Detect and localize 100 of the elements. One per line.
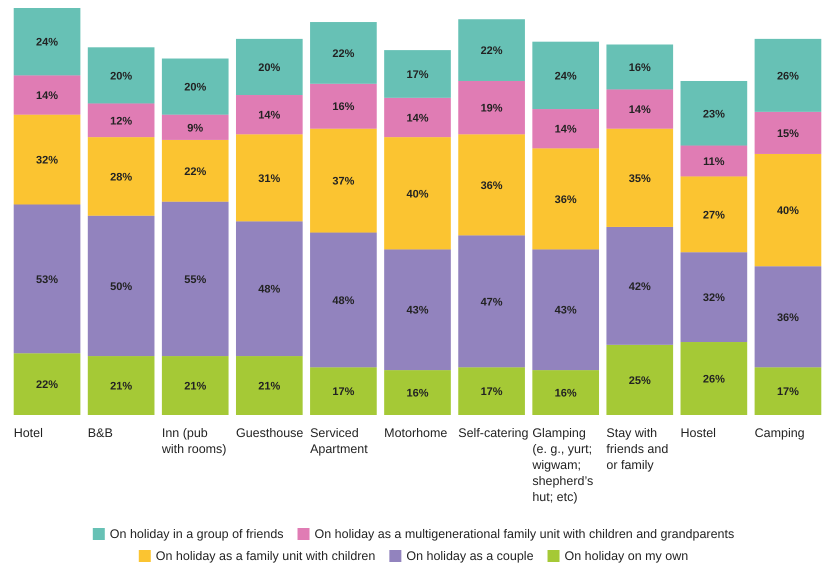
data-label: 25% — [628, 374, 651, 387]
data-label: 17% — [332, 386, 355, 398]
bar — [236, 134, 303, 222]
bar — [532, 249, 600, 370]
legend-label: On holiday in a group of friends — [110, 527, 284, 541]
data-label: 22% — [36, 379, 58, 392]
data-label: 26% — [702, 374, 726, 386]
x-tick-label: Serviced Apartment — [310, 426, 368, 456]
bar — [458, 134, 525, 236]
data-label: 28% — [110, 171, 132, 184]
bar — [236, 356, 303, 415]
data-label: 15% — [776, 128, 800, 140]
data-label: 20% — [110, 70, 132, 82]
bar — [310, 128, 377, 233]
bar — [680, 176, 748, 252]
bar — [162, 356, 229, 415]
data-label: 19% — [480, 102, 503, 115]
bar — [680, 80, 748, 146]
data-label: 50% — [110, 280, 132, 293]
data-label: 37% — [332, 176, 355, 188]
bar — [14, 114, 80, 204]
bar — [532, 370, 600, 415]
data-label: 17% — [406, 68, 429, 81]
bar — [162, 114, 229, 140]
x-tick-label: Motorhome — [384, 426, 448, 440]
bar — [384, 370, 451, 415]
data-label: 14% — [554, 124, 577, 136]
data-label: 27% — [702, 209, 726, 222]
data-label: 36% — [480, 180, 503, 192]
legend-label: On holiday on my own — [564, 549, 688, 563]
legend-label: On holiday as a couple — [406, 549, 534, 563]
bar — [680, 252, 748, 342]
x-tick-label: Stay with friends and or family — [606, 426, 668, 472]
bar — [162, 202, 229, 356]
data-label: 35% — [628, 172, 651, 185]
data-label: 14% — [36, 90, 58, 102]
bar — [236, 95, 303, 134]
bar — [680, 146, 748, 176]
data-label: 12% — [110, 115, 132, 128]
bar — [88, 47, 154, 104]
bar — [606, 344, 674, 415]
bar — [14, 204, 80, 354]
x-tick-label: Self-catering — [458, 426, 528, 440]
x-tick-label: Hostel — [680, 426, 716, 440]
data-label: 20% — [258, 62, 281, 74]
bar — [384, 50, 451, 98]
data-label: 24% — [36, 36, 58, 49]
data-label: 22% — [332, 48, 355, 60]
data-label: 16% — [332, 101, 355, 114]
bar — [88, 356, 154, 415]
x-tick-label: Inn (pub with rooms) — [160, 426, 226, 456]
bar — [754, 154, 822, 266]
data-label: 47% — [480, 296, 503, 308]
bar — [458, 80, 525, 134]
data-label: 14% — [258, 110, 281, 122]
x-tick-label: Guesthouse — [236, 426, 304, 440]
data-label: 36% — [776, 312, 800, 324]
bar — [14, 8, 80, 76]
data-label: 42% — [628, 280, 651, 293]
data-label: 22% — [184, 166, 206, 178]
bar — [162, 58, 229, 115]
bar — [310, 367, 377, 415]
bar — [14, 75, 80, 115]
bar — [236, 38, 303, 96]
x-tick-label: Camping — [754, 426, 805, 440]
bar — [606, 128, 674, 227]
bar — [458, 19, 525, 81]
data-label: 16% — [406, 388, 429, 400]
data-label: 32% — [702, 292, 726, 304]
data-label: 21% — [258, 380, 281, 393]
data-label: 9% — [187, 122, 204, 134]
data-label: 43% — [554, 304, 577, 317]
bar — [88, 137, 154, 216]
bar — [606, 89, 674, 129]
bar — [310, 232, 377, 368]
bar — [754, 38, 822, 112]
bar — [384, 98, 451, 138]
x-tick-label: Hotel — [14, 426, 43, 440]
data-label: 53% — [36, 274, 58, 286]
bar — [754, 266, 822, 368]
bar — [606, 226, 674, 345]
data-label: 31% — [258, 172, 281, 185]
data-label: 21% — [110, 380, 132, 393]
data-label: 24% — [554, 70, 577, 82]
legend-label: On holiday as a multigenerational family unit with children and grandparents — [314, 527, 734, 541]
bar — [532, 42, 600, 110]
bar — [754, 112, 822, 154]
bar — [532, 109, 600, 148]
bar — [754, 367, 822, 415]
data-label: 20% — [184, 82, 206, 94]
data-label: 14% — [406, 112, 429, 124]
bar — [88, 216, 154, 356]
data-label: 16% — [628, 62, 651, 74]
x-tick-label: B&B — [88, 426, 113, 440]
data-label: 23% — [702, 108, 726, 120]
bar — [384, 137, 451, 250]
data-label: 55% — [184, 274, 206, 286]
data-label: 22% — [480, 45, 503, 58]
data-label: 17% — [480, 386, 503, 398]
data-label: 17% — [776, 386, 800, 398]
